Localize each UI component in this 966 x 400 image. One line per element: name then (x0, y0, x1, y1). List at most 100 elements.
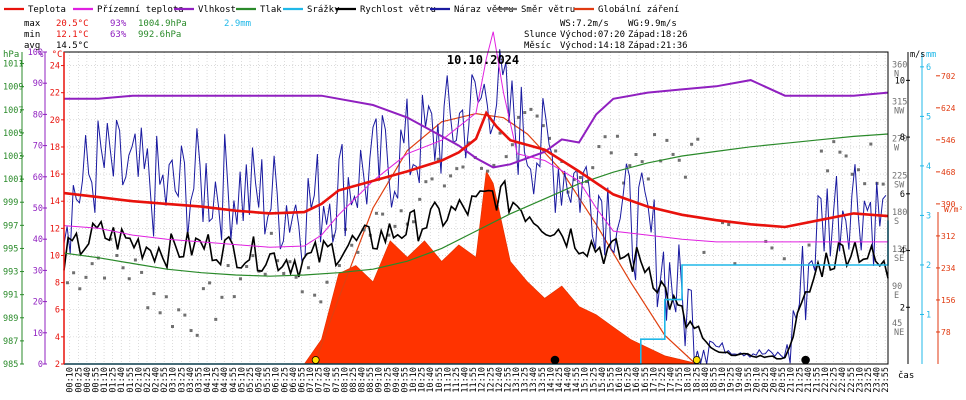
time-tick-label: 13:10 (512, 367, 522, 393)
time-tick-label: 17:10 (649, 367, 659, 393)
time-tick-label: 23:25 (864, 367, 874, 393)
time-tick-label: 08:55 (366, 367, 376, 393)
pressure-tick-label: 999 (3, 198, 18, 208)
radiation-tick-label: 78 (941, 328, 951, 337)
temperature-tick-label: 24 (50, 62, 60, 72)
humidity-tick-label: 90 (33, 79, 43, 89)
wind-direction-point (84, 275, 88, 279)
time-tick-label: 18:25 (692, 367, 702, 393)
wind-direction-point (288, 260, 292, 264)
humidity-tick-label: 50 (33, 204, 43, 214)
wind-direction-point (628, 164, 632, 168)
time-tick-label: 22:10 (821, 367, 831, 393)
wind-direction-point (436, 157, 440, 161)
time-tick-label: 16:55 (641, 367, 651, 393)
radiation-tick-label: 156 (941, 296, 956, 305)
wind-direction-point (251, 254, 255, 258)
time-tick-label: 10:40 (426, 367, 436, 393)
wind-direction-point (838, 150, 842, 154)
wind-speed-line (63, 178, 889, 360)
radiation-tick-label: 546 (941, 136, 956, 145)
clear-sky-radiation-line (314, 112, 697, 365)
time-tick-label: 08:25 (349, 367, 359, 393)
time-tick-label: 06:10 (272, 367, 282, 393)
wind-direction-point (603, 135, 607, 139)
info-moonset: Západ:21:36 (628, 41, 688, 51)
wind-direction-point (572, 178, 576, 182)
wind-direction-point (183, 313, 187, 317)
time-tick-label: 20:55 (778, 367, 788, 393)
wind-direction-point (269, 231, 273, 235)
legend-label: Vlhkost (198, 5, 236, 15)
wind-direction-point (177, 308, 181, 312)
time-tick-label: 11:25 (452, 367, 462, 393)
pressure-tick-label: 1011 (3, 60, 23, 70)
radiation-tick-label: 390 (941, 200, 956, 209)
time-tick-label: 04:10 (203, 367, 213, 393)
wind-direction-point (424, 180, 428, 184)
radiation-tick-label: 624 (941, 104, 956, 113)
wind-direction-point (653, 133, 657, 137)
pressure-tick-label: 1007 (3, 106, 23, 116)
time-tick-label: 16:25 (624, 367, 634, 393)
time-tick-label: 07:25 (315, 367, 325, 393)
time-tick-label: 14:25 (555, 367, 565, 393)
stats-min-pressure: 992.6hPa (138, 30, 181, 40)
chart-title: 10.10.2024 (447, 53, 519, 67)
wind-direction-point (78, 287, 82, 291)
time-tick-label: 05:55 (263, 367, 273, 393)
time-tick-label: 23:55 (881, 367, 891, 393)
stats-min-label: min (24, 30, 40, 40)
pressure-axis-unit: hPa (3, 50, 19, 60)
temperature-tick-label: 4 (55, 333, 60, 343)
wind-direction-point (541, 124, 545, 128)
wind-direction-point (412, 220, 416, 224)
time-tick-label: 02:40 (152, 367, 162, 393)
stats-min-humidity: 63% (110, 30, 127, 40)
wind-direction-point (245, 265, 249, 269)
info-sunset: Západ:18:26 (628, 30, 688, 40)
legend-label: Směr větru (521, 5, 575, 15)
solar-radiation-area (64, 170, 888, 365)
time-tick-label: 18:10 (684, 367, 694, 393)
wind-direction-point (325, 280, 329, 284)
time-tick-label: 03:25 (177, 367, 187, 393)
pressure-tick-label: 991 (3, 291, 18, 301)
temperature-tick-label: 8 (55, 279, 60, 289)
legend-label: Srážky (307, 5, 340, 15)
wind-direction-point (770, 246, 774, 250)
wind-direction-point (306, 266, 310, 270)
wind-direction-point (461, 165, 465, 169)
time-tick-label: 04:40 (220, 367, 230, 393)
time-tick-label: 14:55 (572, 367, 582, 393)
wind-direction-point (504, 155, 508, 159)
stats-max-label: max (24, 19, 41, 29)
time-tick-label: 01:25 (109, 367, 119, 393)
legend-label: Náraz větru (454, 5, 514, 15)
temperature-tick-label: 6 (55, 306, 60, 316)
wind-direction-point (214, 317, 218, 321)
pressure-tick-label: 997 (3, 221, 18, 231)
time-tick-label: 00:10 (66, 367, 76, 393)
wind-direction-tick-compass: N (894, 69, 899, 79)
info-wind-speed: WS:7.2m/s (560, 19, 609, 29)
wind-direction-point (387, 233, 391, 237)
wind-direction-point (152, 292, 156, 296)
wind-direction-point (832, 140, 836, 144)
time-tick-label: 13:55 (538, 367, 548, 393)
wind-direction-point (449, 174, 453, 178)
wind-direction-point (232, 295, 236, 299)
legend-label: Teplota (28, 5, 66, 15)
time-tick-label: 12:10 (478, 367, 488, 393)
wind-direction-point (479, 166, 483, 170)
pressure-tick-label: 1005 (3, 129, 23, 139)
time-tick-label: 11:40 (461, 367, 471, 393)
temperature-tick-label: 10 (50, 251, 60, 261)
rain-tick-label: 5 (926, 112, 931, 122)
wind-direction-point (195, 333, 199, 337)
wind-direction-point (863, 182, 867, 186)
time-tick-label: 13:25 (521, 367, 531, 393)
radiation-tick-label: 312 (941, 232, 956, 241)
wind-direction-point (164, 295, 168, 299)
